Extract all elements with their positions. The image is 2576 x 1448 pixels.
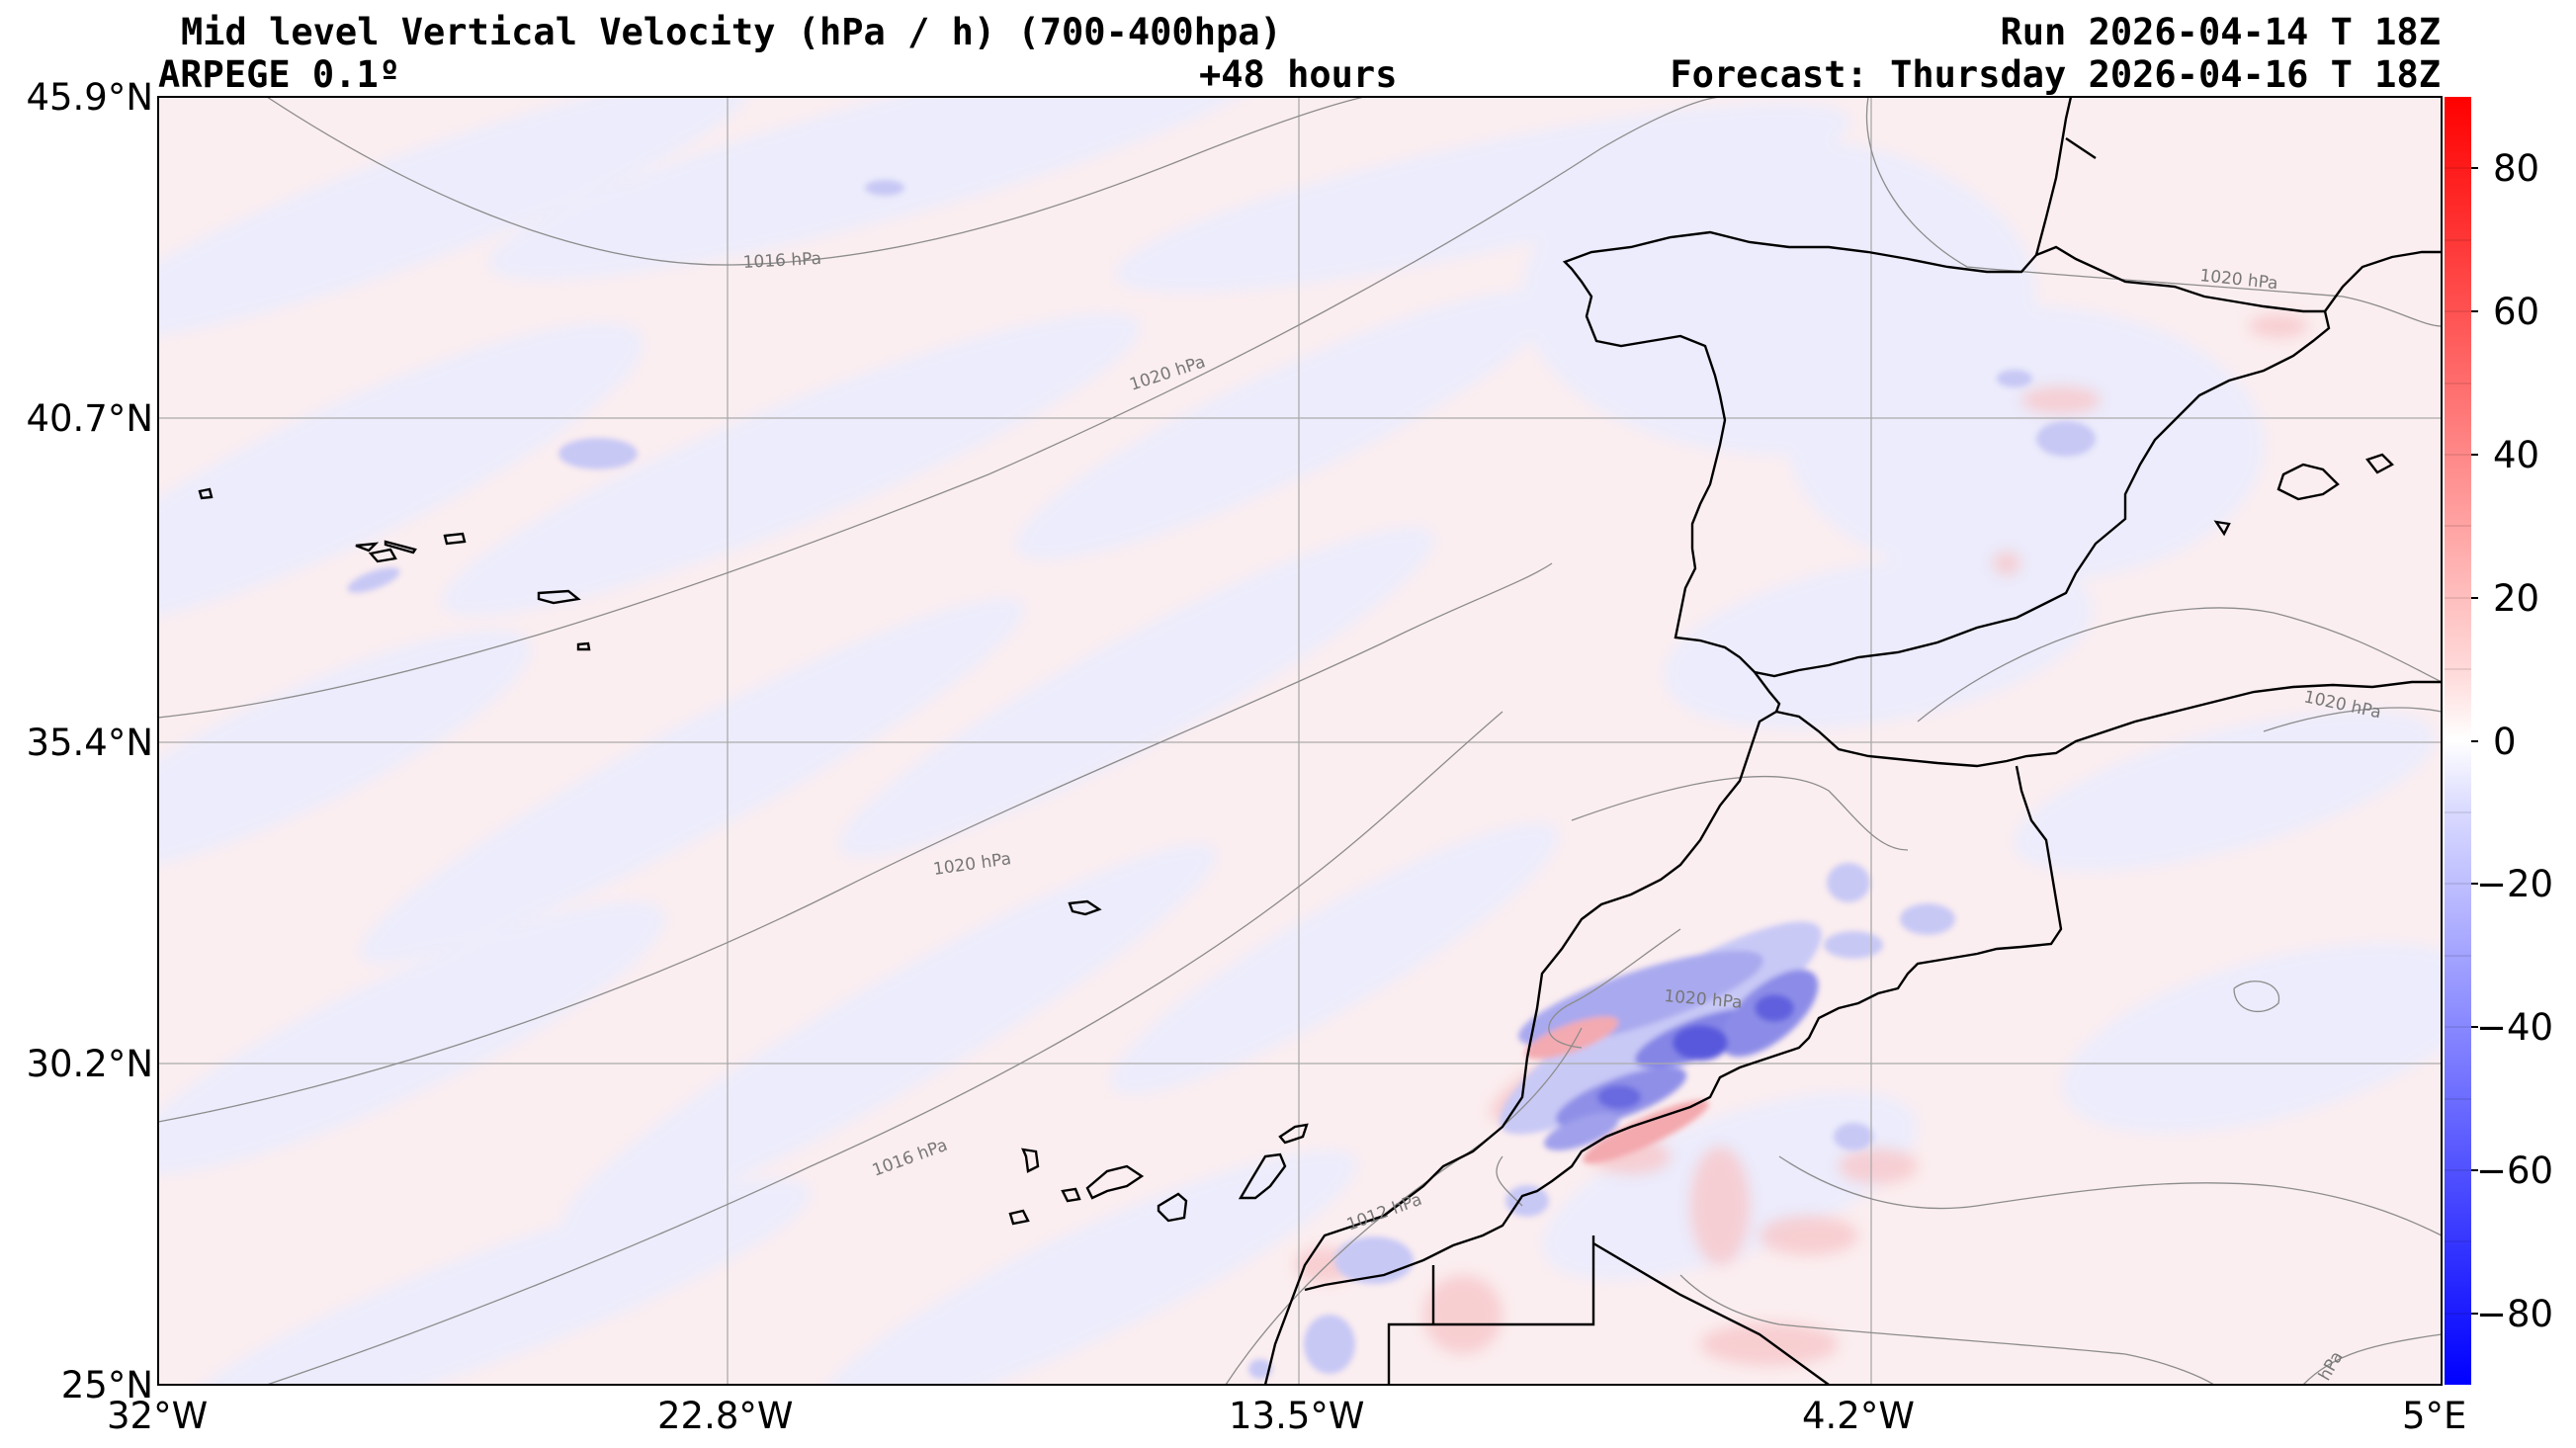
forecast-label: Forecast: Thursday 2026-04-16 T 18Z [1670, 53, 2441, 96]
colorbar-tick-label: 60 [2493, 291, 2540, 333]
lon-tick-label: 32°W [107, 1395, 209, 1437]
colorbar-tick-label: −80 [2476, 1293, 2554, 1335]
colorbar-tick-label: 20 [2493, 577, 2540, 620]
lat-tick-label: 25°N [60, 1364, 153, 1406]
lat-tick-label: 40.7°N [26, 397, 153, 440]
lead-time-label: +48 hours [1199, 53, 1398, 96]
model-label: ARPEGE 0.1º [158, 53, 401, 96]
lat-tick-label: 45.9°N [26, 76, 153, 119]
colorbar-tick-label: 80 [2493, 147, 2540, 190]
isobar-label: 1016 hPa [742, 249, 821, 273]
colorbar-tick-label: 40 [2493, 434, 2540, 476]
colorbar-tick-label: −40 [2476, 1006, 2554, 1049]
colorbar [2445, 97, 2478, 1385]
lon-tick-label: 5°E [2402, 1395, 2467, 1437]
isobar-lines [158, 97, 2442, 1385]
run-label: Run 2026-04-14 T 18Z [2000, 11, 2441, 53]
colorbar-tick-label: −20 [2476, 863, 2554, 905]
lat-tick-label: 30.2°N [26, 1043, 153, 1085]
coastlines [198, 97, 2442, 1385]
velocity-field: 1016 hPa 1020 hPa 1020 hPa 1020 hPa 1020… [158, 97, 2442, 1385]
map-frame [157, 96, 2443, 1386]
chart-title: Mid level Vertical Velocity (hPa / h) (7… [181, 11, 1282, 53]
graticule [158, 97, 2442, 1385]
lat-tick-label: 35.4°N [26, 722, 153, 764]
lon-tick-label: 22.8°W [657, 1395, 794, 1437]
lon-tick-label: 13.5°W [1229, 1395, 1365, 1437]
colorbar-tick-label: 0 [2493, 721, 2517, 763]
lon-tick-label: 4.2°W [1802, 1395, 1915, 1437]
colorbar-tick-label: −60 [2476, 1150, 2554, 1192]
